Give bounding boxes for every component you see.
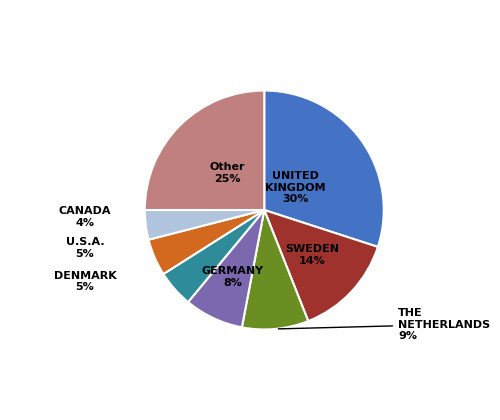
Text: U.S.A.
5%: U.S.A. 5% [66, 237, 104, 259]
Wedge shape [188, 210, 264, 327]
Wedge shape [242, 210, 308, 329]
Text: CANADA
4%: CANADA 4% [59, 206, 112, 228]
Text: THE
NETHERLANDS
9%: THE NETHERLANDS 9% [278, 308, 490, 341]
Wedge shape [145, 91, 264, 210]
Text: SWEDEN
14%: SWEDEN 14% [285, 244, 339, 266]
Text: UNITED
KINGDOM
30%: UNITED KINGDOM 30% [265, 171, 326, 204]
Wedge shape [145, 210, 264, 240]
Wedge shape [164, 210, 264, 302]
Wedge shape [264, 210, 378, 321]
Wedge shape [148, 210, 264, 274]
Text: DENMARK
5%: DENMARK 5% [54, 271, 116, 292]
Text: Other
25%: Other 25% [210, 162, 245, 184]
Wedge shape [264, 91, 384, 247]
Text: GERMANY
8%: GERMANY 8% [202, 266, 264, 288]
